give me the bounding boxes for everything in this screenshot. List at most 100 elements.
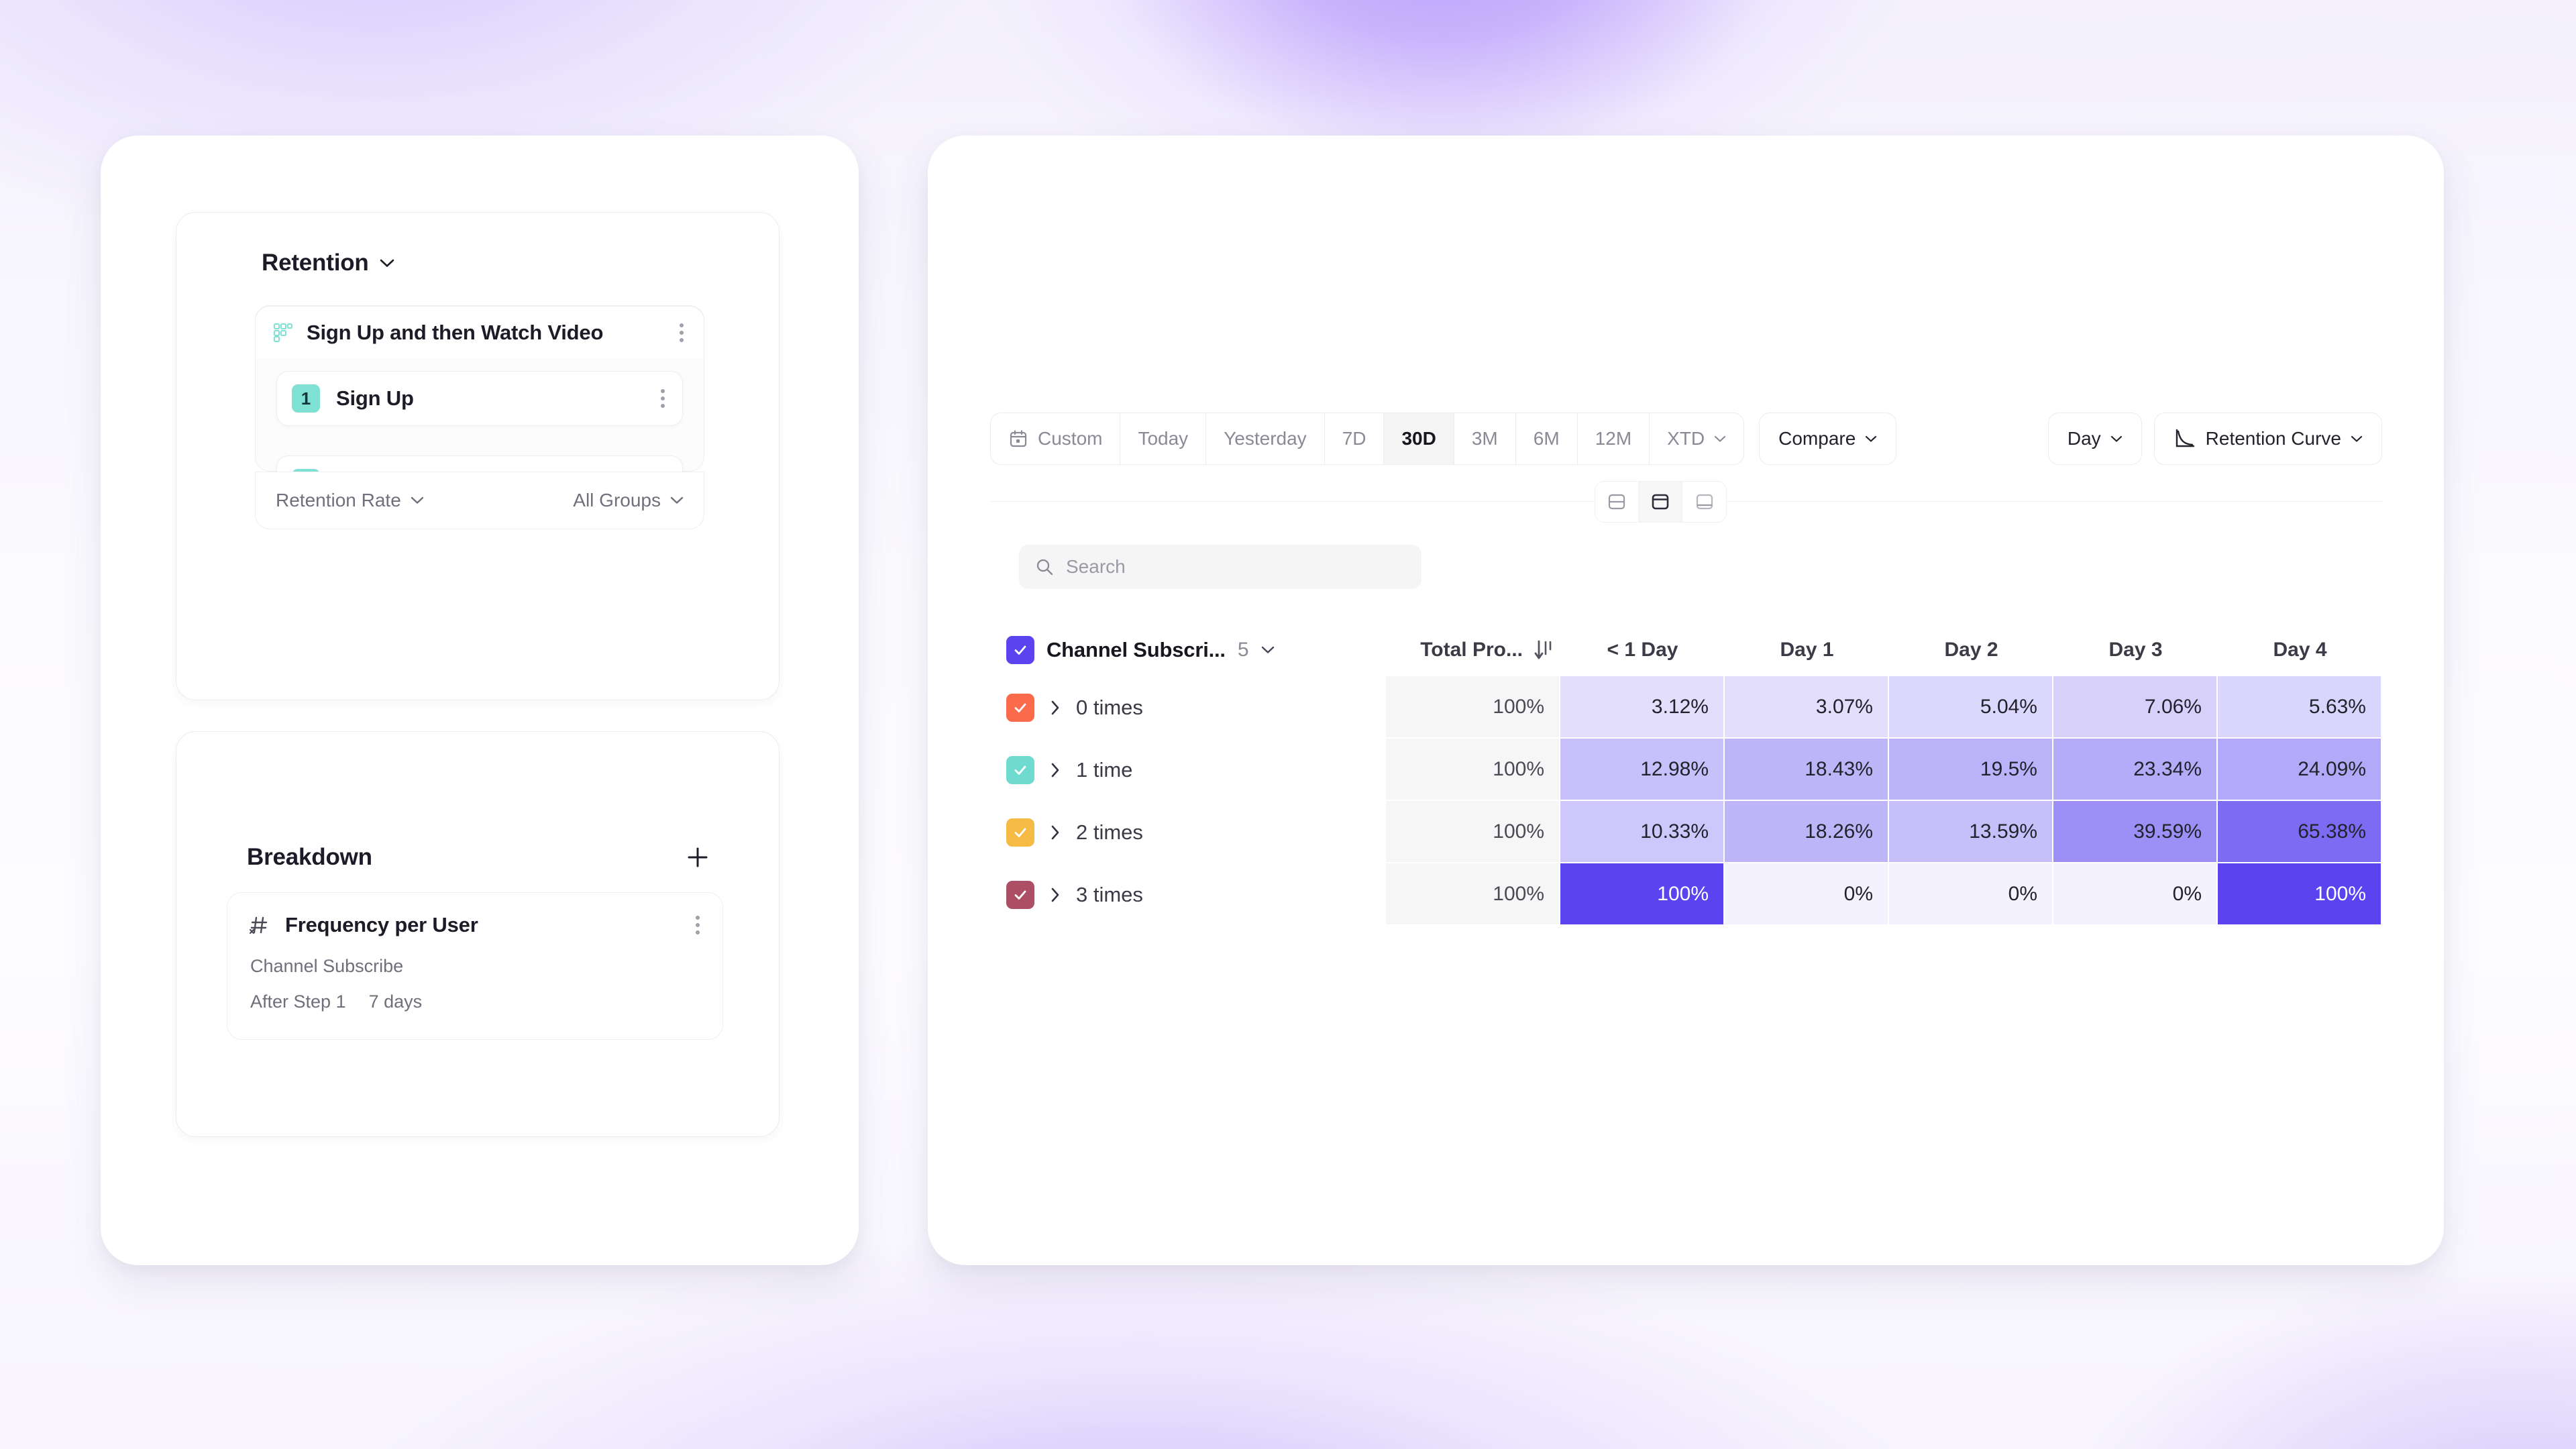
- breakdown-item-subtitle: Channel Subscribe: [250, 956, 404, 976]
- table-row[interactable]: 2 times 100% 10.33% 18.26% 13.59% 39.59% 65.38…: [990, 801, 2382, 863]
- compare-button[interactable]: Compare: [1759, 413, 1897, 465]
- date-range-6m[interactable]: 6M: [1516, 413, 1578, 464]
- chevron-down-icon: [2110, 435, 2123, 443]
- select-all-checkbox[interactable]: [1006, 636, 1034, 664]
- retention-rate-dropdown[interactable]: Retention Rate: [276, 490, 424, 511]
- funnel-step-1[interactable]: 1 Sign Up: [276, 371, 683, 426]
- add-breakdown-button[interactable]: [686, 845, 710, 869]
- search-field[interactable]: [1019, 545, 1421, 589]
- row-checkbox[interactable]: [1006, 693, 1034, 722]
- table-row[interactable]: 1 time 100% 12.98% 18.43% 19.5% 23.34% 24.09%: [990, 739, 2382, 801]
- step-label: Sign Up: [336, 386, 414, 410]
- split-view-icon[interactable]: [1595, 482, 1639, 522]
- funnel-footer: Retention Rate All Groups: [255, 472, 704, 529]
- date-range-option-label: 7D: [1342, 428, 1366, 449]
- table-row[interactable]: 3 times 100% 100% 0% 0% 0% 100%: [990, 863, 2382, 926]
- view-mode-toggle: [1595, 481, 1727, 523]
- row-checkbox[interactable]: [1006, 880, 1034, 909]
- retention-cell: 24.09%: [2218, 739, 2382, 801]
- breakdown-item-window: 7 days: [368, 991, 423, 1012]
- retention-cell: 0%: [1889, 863, 2053, 926]
- retention-table: Channel Subscri... 5 Total Pro... <: [990, 624, 2382, 926]
- breakdown-title: Breakdown: [247, 844, 372, 870]
- chevron-down-icon: [1865, 435, 1877, 443]
- date-range-custom[interactable]: Custom: [991, 413, 1121, 464]
- retention-cell: 19.5%: [1889, 739, 2053, 801]
- total-cell: 100%: [1386, 801, 1560, 863]
- table-header-day-1[interactable]: Day 1: [1725, 624, 1889, 676]
- breakdown-item[interactable]: Frequency per User Channel Subscribe Aft…: [227, 892, 723, 1040]
- table-header-group-column[interactable]: Channel Subscri... 5: [990, 624, 1386, 676]
- compare-label: Compare: [1778, 428, 1856, 449]
- chevron-down-icon[interactable]: [1261, 646, 1275, 654]
- table-header-day-3[interactable]: Day 3: [2053, 624, 2218, 676]
- table-header-total[interactable]: Total Pro...: [1386, 624, 1560, 676]
- row-label: 2 times: [1076, 820, 1143, 844]
- sort-descending-icon[interactable]: [1534, 639, 1554, 661]
- table-header-day-2[interactable]: Day 2: [1889, 624, 2053, 676]
- row-label: 1 time: [1076, 757, 1133, 782]
- total-cell: 100%: [1386, 739, 1560, 801]
- granularity-button[interactable]: Day: [2047, 413, 2142, 465]
- row-label: 3 times: [1076, 882, 1143, 906]
- day-column-label: Day 3: [2108, 639, 2163, 661]
- calendar-icon: [1008, 429, 1028, 449]
- step-more-menu-icon[interactable]: [658, 384, 667, 413]
- group-column-label: Channel Subscri...: [1046, 638, 1226, 661]
- retention-cell: 5.63%: [2218, 676, 2382, 739]
- chart-type-button[interactable]: Retention Curve: [2153, 413, 2382, 465]
- expand-row-chevron-right-icon[interactable]: [1048, 885, 1063, 905]
- date-range-option-label: Yesterday: [1224, 428, 1307, 449]
- retention-cell: 0%: [2053, 863, 2218, 926]
- search-input[interactable]: [1066, 556, 1405, 578]
- date-range-today[interactable]: Today: [1120, 413, 1207, 464]
- breakdown-header: Breakdown: [247, 844, 710, 871]
- frequency-hash-icon: [248, 914, 270, 936]
- date-range-12m[interactable]: 12M: [1578, 413, 1650, 464]
- table-header-day-4[interactable]: Day 4: [2218, 624, 2382, 676]
- date-range-option-label: Today: [1138, 428, 1189, 449]
- row-checkbox[interactable]: [1006, 818, 1034, 847]
- retention-rate-label: Retention Rate: [276, 490, 401, 511]
- retention-title-dropdown[interactable]: Retention: [262, 250, 394, 276]
- retention-cell: 39.59%: [2053, 801, 2218, 863]
- retention-cell: 0%: [1725, 863, 1889, 926]
- date-range-segmented-control: Custom Today Yesterday 7D 30D 3M 6M 12M …: [990, 413, 1745, 465]
- granularity-label: Day: [2067, 428, 2101, 449]
- day-column-label: Day 1: [1780, 639, 1834, 661]
- table-row[interactable]: 0 times 100% 3.12% 3.07% 5.04% 7.06% 5.63%: [990, 676, 2382, 739]
- retention-cell: 18.26%: [1725, 801, 1889, 863]
- retention-title: Retention: [262, 250, 369, 276]
- chevron-down-icon: [1714, 435, 1726, 443]
- date-range-yesterday[interactable]: Yesterday: [1206, 413, 1325, 464]
- retention-cell: 3.07%: [1725, 676, 1889, 739]
- funnel-grid-icon: [273, 323, 293, 343]
- total-cell: 100%: [1386, 863, 1560, 926]
- retention-cell: 100%: [2218, 863, 2382, 926]
- expand-row-chevron-right-icon[interactable]: [1048, 760, 1063, 780]
- date-range-7d[interactable]: 7D: [1325, 413, 1385, 464]
- chart-view-icon[interactable]: [1682, 482, 1726, 522]
- date-range-3m[interactable]: 3M: [1454, 413, 1516, 464]
- funnel-header[interactable]: Sign Up and then Watch Video: [255, 306, 704, 358]
- date-range-30d[interactable]: 30D: [1384, 413, 1454, 464]
- day-column-label: Day 2: [1944, 639, 1998, 661]
- retention-cell: 10.33%: [1560, 801, 1725, 863]
- chevron-down-icon: [411, 496, 424, 504]
- all-groups-dropdown[interactable]: All Groups: [573, 490, 684, 511]
- retention-cell: 100%: [1560, 863, 1725, 926]
- retention-cell: 5.04%: [1889, 676, 2053, 739]
- table-view-icon[interactable]: [1639, 482, 1682, 522]
- expand-row-chevron-right-icon[interactable]: [1048, 698, 1063, 718]
- date-range-xtd[interactable]: XTD: [1650, 413, 1743, 464]
- table-header-day-0[interactable]: < 1 Day: [1560, 624, 1725, 676]
- row-label-cell: 2 times: [990, 801, 1386, 863]
- breakdown-more-menu-icon[interactable]: [693, 910, 702, 940]
- all-groups-label: All Groups: [573, 490, 661, 511]
- search-icon: [1035, 557, 1054, 576]
- expand-row-chevron-right-icon[interactable]: [1048, 822, 1063, 843]
- retention-cell: 13.59%: [1889, 801, 2053, 863]
- row-checkbox[interactable]: [1006, 755, 1034, 784]
- funnel-more-menu-icon[interactable]: [677, 318, 686, 347]
- date-range-option-label: 3M: [1471, 428, 1498, 449]
